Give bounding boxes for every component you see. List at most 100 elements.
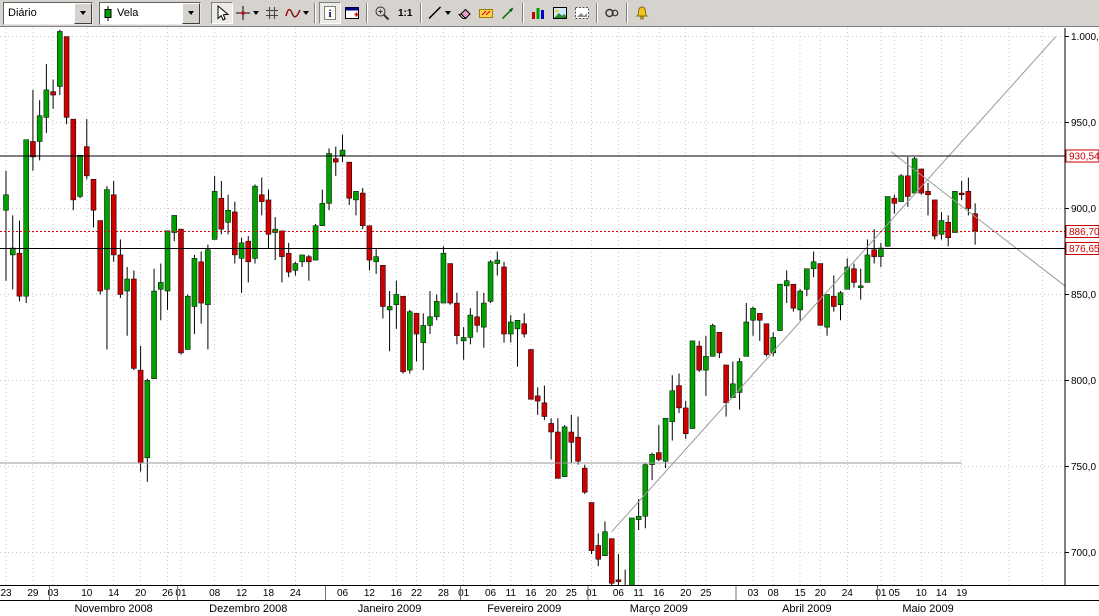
- alerts-tool[interactable]: [631, 2, 653, 24]
- svg-text:28: 28: [438, 588, 450, 599]
- link-icon: [605, 8, 619, 18]
- svg-text:14: 14: [936, 588, 948, 599]
- svg-text:20: 20: [135, 588, 147, 599]
- link-tool[interactable]: [601, 2, 623, 24]
- svg-text:18: 18: [263, 588, 275, 599]
- timeframe-select[interactable]: Diário: [3, 1, 93, 25]
- svg-text:i: i: [328, 8, 331, 20]
- line-icon: [428, 6, 442, 20]
- svg-text:01: 01: [458, 588, 470, 599]
- svg-text:01: 01: [175, 588, 187, 599]
- svg-text:800,0: 800,0: [1071, 376, 1096, 387]
- svg-text:11: 11: [633, 588, 644, 599]
- svg-text:11: 11: [506, 588, 517, 599]
- svg-text:Maio 2009: Maio 2009: [902, 603, 953, 615]
- svg-text:Fevereiro 2009: Fevereiro 2009: [487, 603, 561, 615]
- svg-text:700,0: 700,0: [1071, 548, 1096, 559]
- eraser-icon: [458, 8, 472, 20]
- objects-icon: [532, 8, 545, 19]
- image-icon: [553, 7, 568, 19]
- svg-text:12: 12: [236, 588, 248, 599]
- svg-text:Abril 2009: Abril 2009: [782, 603, 832, 615]
- crosshair-icon: [236, 6, 250, 20]
- eraser-tool[interactable]: [453, 2, 475, 24]
- svg-text:Dezembro 2008: Dezembro 2008: [209, 603, 287, 615]
- chart-region: 1.000, 950,0 900,0 850,0 800,0 750,0 700,0 930,…: [0, 27, 1099, 616]
- trendlines-layer: [0, 36, 1065, 533]
- svg-text:886,70: 886,70: [1069, 227, 1099, 238]
- svg-text:03: 03: [747, 588, 759, 599]
- svg-text:01: 01: [875, 588, 887, 599]
- svg-text:876,65: 876,65: [1069, 244, 1099, 255]
- chart-type-dropdown-button[interactable]: [182, 2, 200, 24]
- save-image-tool[interactable]: [549, 2, 571, 24]
- zoom-tool[interactable]: [371, 2, 393, 24]
- toolbar-separator: [314, 3, 316, 23]
- timeframe-value: Diário: [8, 7, 37, 19]
- svg-text:06: 06: [337, 588, 349, 599]
- svg-text:1.000,: 1.000,: [1071, 32, 1099, 43]
- gridlines-layer: [0, 28, 1065, 585]
- toolbar-separator: [366, 3, 368, 23]
- svg-text:12: 12: [364, 588, 376, 599]
- svg-text:01: 01: [586, 588, 598, 599]
- svg-text:Janeiro 2009: Janeiro 2009: [358, 603, 422, 615]
- objects-tool[interactable]: [527, 2, 549, 24]
- svg-text:25: 25: [700, 588, 712, 599]
- svg-text:750,0: 750,0: [1071, 462, 1096, 473]
- zoom-icon: [375, 6, 390, 21]
- svg-text:Novembro 2008: Novembro 2008: [75, 603, 153, 615]
- chart-type-select[interactable]: Vela: [99, 1, 201, 25]
- tag-icon: [479, 9, 494, 18]
- svg-text:Março 2009: Março 2009: [630, 603, 688, 615]
- cursor-icon: [217, 5, 230, 21]
- svg-text:10: 10: [916, 588, 928, 599]
- svg-text:16: 16: [525, 588, 537, 599]
- svg-text:03: 03: [48, 588, 60, 599]
- svg-text:19: 19: [956, 588, 968, 599]
- svg-text:06: 06: [485, 588, 497, 599]
- indicators-tool[interactable]: [283, 2, 311, 24]
- chevron-down-icon: [188, 11, 194, 15]
- svg-text:900,0: 900,0: [1071, 204, 1096, 215]
- chevron-down-icon: [253, 11, 259, 15]
- candle-icon: [100, 5, 113, 21]
- svg-text:29: 29: [27, 588, 39, 599]
- zoom-reset-tool[interactable]: 1:1: [393, 2, 417, 24]
- crosshair-tool[interactable]: [233, 2, 261, 24]
- copy-image-tool[interactable]: [571, 2, 593, 24]
- trendline-tool[interactable]: [425, 2, 453, 24]
- grid-tool[interactable]: [261, 2, 283, 24]
- svg-text:08: 08: [209, 588, 221, 599]
- svg-text:15: 15: [795, 588, 807, 599]
- toolbar-separator: [420, 3, 423, 23]
- imagedash-icon: [575, 7, 590, 19]
- svg-text:16: 16: [653, 588, 665, 599]
- trendarrow-icon: [502, 7, 514, 20]
- annotation-tool[interactable]: [475, 2, 497, 24]
- info-icon: i: [324, 6, 336, 20]
- svg-text:930,54: 930,54: [1069, 152, 1099, 163]
- toolbar-separator: [596, 3, 599, 23]
- svg-text:24: 24: [290, 588, 302, 599]
- chart-area[interactable]: 1.000, 950,0 900,0 850,0 800,0 750,0 700,0 930,…: [0, 27, 1099, 616]
- add-panel-tool[interactable]: [341, 2, 363, 24]
- chevron-down-icon: [445, 11, 452, 15]
- svg-text:06: 06: [613, 588, 625, 599]
- arrow-tool[interactable]: [497, 2, 519, 24]
- info-tool[interactable]: i: [319, 2, 341, 24]
- svg-text:16: 16: [391, 588, 403, 599]
- cursor-tool[interactable]: [211, 2, 233, 24]
- toolbar-tools: i 1:1: [211, 0, 653, 27]
- svg-text:22: 22: [411, 588, 423, 599]
- toolbar-separator: [626, 3, 629, 23]
- svg-text:08: 08: [768, 588, 780, 599]
- bell-icon: [635, 6, 650, 20]
- svg-text:20: 20: [680, 588, 692, 599]
- timeframe-dropdown-button[interactable]: [74, 2, 92, 24]
- axes-layer: 1.000, 950,0 900,0 850,0 800,0 750,0 700,0 930,…: [0, 28, 1099, 615]
- svg-text:20: 20: [815, 588, 827, 599]
- chart-type-value: Vela: [117, 7, 139, 19]
- svg-text:14: 14: [108, 588, 120, 599]
- svg-text:950,0: 950,0: [1071, 118, 1096, 129]
